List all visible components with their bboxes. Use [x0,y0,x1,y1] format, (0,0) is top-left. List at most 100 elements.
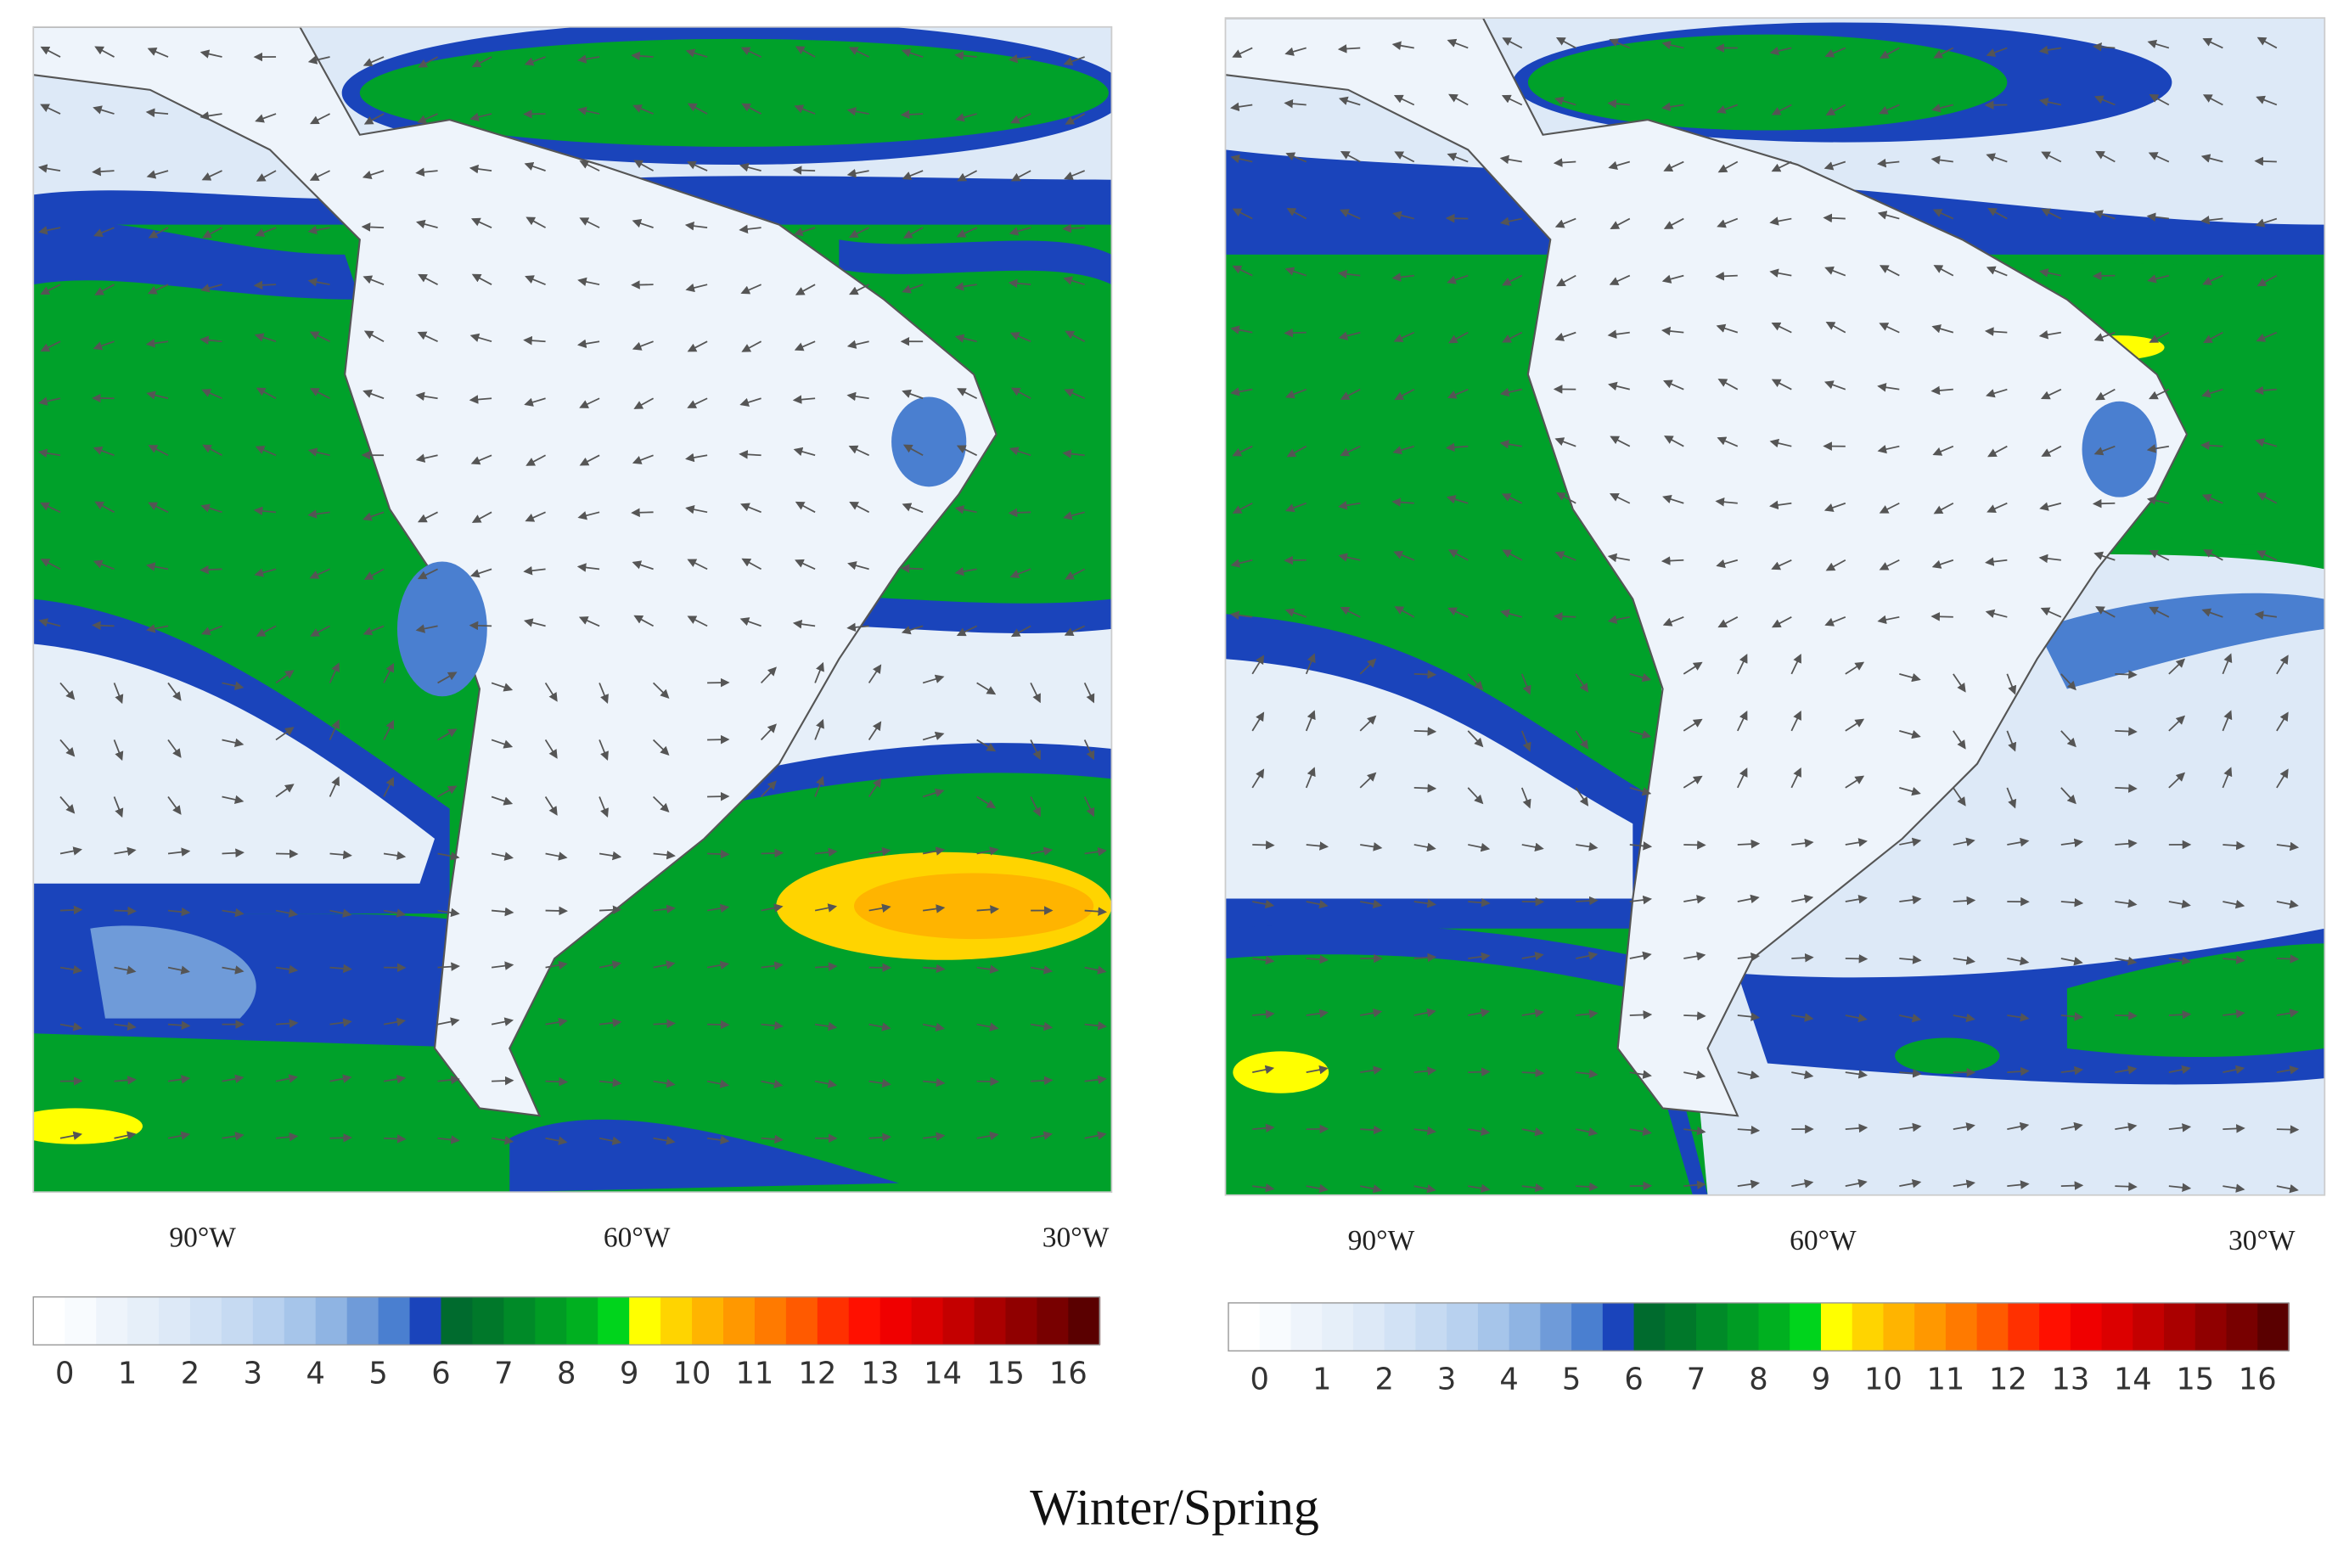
wind-arrow [1448,93,1469,106]
wind-arrow [201,389,222,400]
wind-arrow [1008,508,1031,518]
colorbar-swatch [2164,1302,2196,1352]
wind-arrow [1083,739,1095,761]
wind-arrow [199,111,222,121]
wind-arrow [383,851,407,861]
wind-arrow [1467,730,1484,748]
wind-arrow [2060,956,2083,966]
colorbar-swatch [472,1296,505,1346]
wind-arrow [383,908,407,918]
wind-arrow [59,964,83,975]
colorbar-label: 0 [55,1356,74,1391]
wind-arrow [1447,274,1469,284]
wind-band [33,222,360,300]
wind-arrow [1063,276,1085,286]
wind-arrow [201,170,222,181]
wind-arrow [1683,952,1706,961]
wind-arrow [1985,609,2008,618]
wind-arrow [1953,1013,1975,1023]
wind-arrow [1468,952,1491,962]
wind-arrow [1791,838,1814,848]
wind-arrow [1413,1184,1436,1194]
wind-arrow [1683,895,1706,904]
wind-arrow [1610,436,1631,447]
wind-arrow [1008,278,1031,289]
wind-arrow [417,568,438,580]
wind-arrow [2007,956,2030,966]
wind-arrow [598,960,622,969]
wind-arrow [275,784,295,798]
wind-arrow [524,161,546,171]
wind-arrow [956,227,978,238]
wind-arrow [2223,899,2245,909]
wind-arrow [545,906,569,916]
wind-arrow [363,113,385,125]
wind-arrow [1717,379,1739,391]
colorbar-label: 11 [1926,1362,1964,1397]
wind-arrow [1064,625,1086,636]
wind-arrow [1359,715,1377,732]
wind-arrow [114,846,137,857]
wind-arrow [2168,1009,2192,1020]
wind-arrow [2168,715,2186,732]
wind-arrow [1553,611,1576,621]
wind-arrow [976,1131,999,1141]
wind-arrow [1737,1125,1761,1135]
wind-arrow [1825,559,1846,571]
wind-arrow [868,1078,891,1088]
wind-arrow [814,775,824,797]
wind-arrow [2256,492,2278,504]
wind-arrow [437,851,460,861]
wind-arrow [922,674,945,684]
wind-arrow [418,56,438,68]
wind-arrow [1609,274,1631,285]
wind-arrow [598,1136,622,1146]
wind-arrow [1824,615,1846,627]
continent [1225,18,2188,1116]
wind-arrow [2149,549,2170,561]
wind-arrow [1683,840,1706,850]
wind-arrow [1986,153,2008,163]
wind-arrow [814,718,824,740]
wind-arrow [1715,497,1738,507]
wind-arrow [1575,787,1589,806]
wind-arrow [868,1132,892,1142]
wind-arrow [761,1134,784,1144]
wind-arrow [1445,213,1469,223]
wind-arrow [145,108,169,118]
wind-arrow [1065,113,1086,125]
wind-arrow [275,670,295,684]
wind-arrow [1468,1127,1491,1137]
wind-arrow [491,795,514,806]
wind-arrow [1845,718,1865,732]
wind-arrow [687,340,708,352]
wind-arrow [795,559,816,570]
wind-arrow [1448,331,1469,344]
wind-arrow [1899,955,1922,964]
wind-arrow [1232,265,1253,277]
wind-arrow [307,225,330,235]
wind-arrow [1824,160,1846,171]
wind-arrow [1010,625,1031,638]
wind-arrow [2149,331,2170,343]
wind-arrow [1338,331,1361,340]
wind-arrow [544,796,558,816]
wind-arrow [684,221,708,231]
colorbar-swatch [722,1296,756,1346]
wind-arrow [1629,1010,1653,1020]
wind-arrow [1468,897,1491,908]
wind-arrow [2202,274,2223,285]
wind-arrow [902,444,924,457]
wind-arrow [814,1021,838,1031]
coastline [33,26,997,1117]
wind-arrow [417,331,438,343]
colorbar-swatch [660,1296,693,1346]
wind-arrow [653,1078,676,1088]
colorbar-swatch [2070,1302,2103,1352]
wind-arrow [1845,1178,1868,1189]
wind-arrow [329,1018,352,1027]
wind-arrow [846,168,869,178]
wind-arrow [794,340,816,351]
colorbar-swatch [441,1296,474,1346]
colorbar-label: 12 [1989,1362,2027,1397]
